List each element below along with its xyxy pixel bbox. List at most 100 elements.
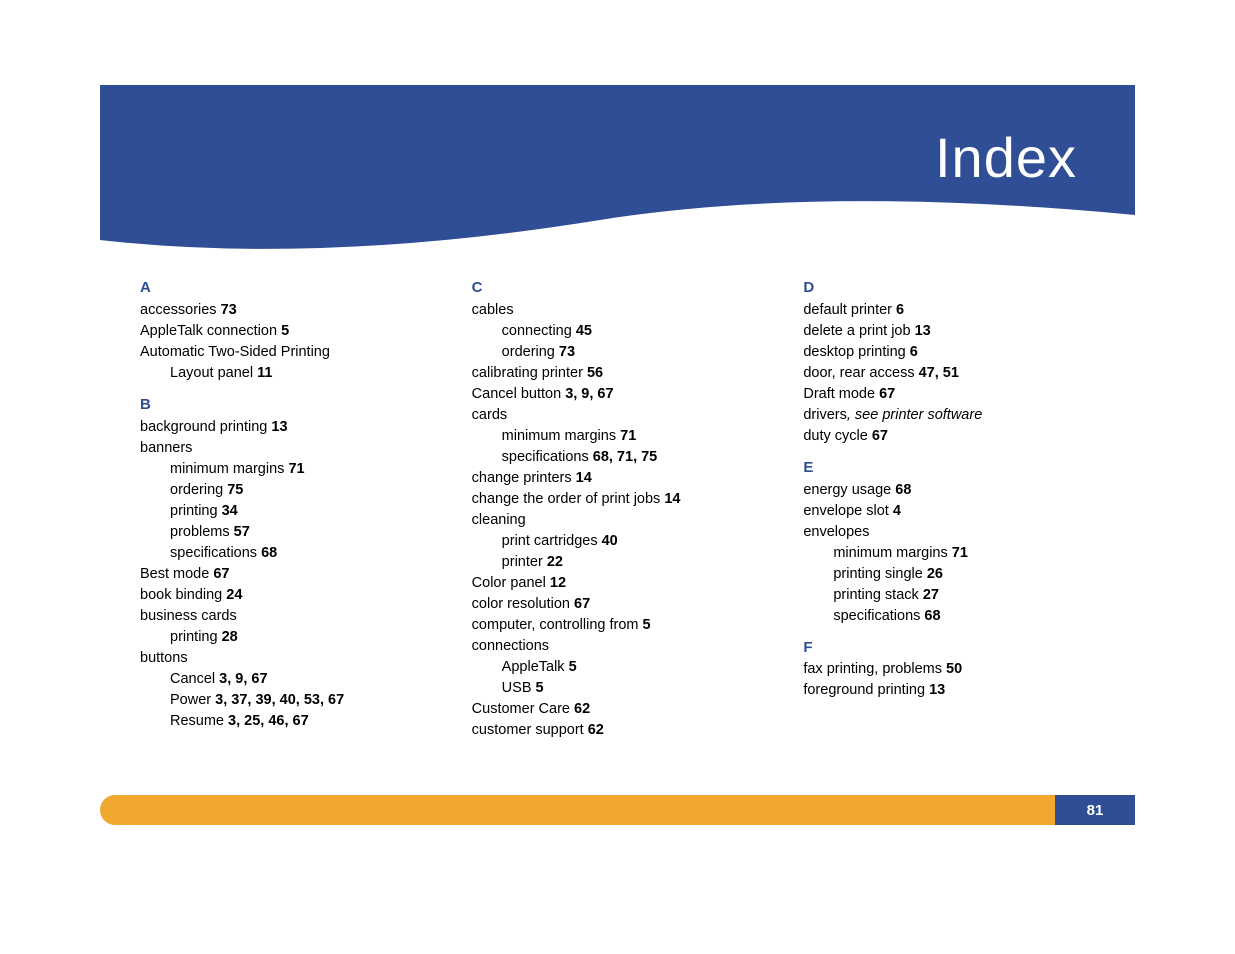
entry-text: computer, controlling from [472,617,639,633]
entry-text: Color panel [472,575,546,591]
entry-text: duty cycle [803,428,867,444]
entry-pages: 22 [547,554,563,570]
entry-text: business cards [140,608,237,624]
index-entry: minimum margins 71 [140,459,432,480]
entry-text: AppleTalk [502,659,565,675]
index-entry: AppleTalk 5 [472,657,764,678]
entry-text: background printing [140,419,267,435]
entry-text: drivers [803,407,847,423]
entry-text: minimum margins [502,428,616,444]
index-entry: Draft mode 67 [803,384,1095,405]
index-entry: energy usage 68 [803,480,1095,501]
entry-text: door, rear access [803,365,914,381]
index-entry: book binding 24 [140,585,432,606]
entry-text: buttons [140,650,188,666]
index-entry: Best mode 67 [140,564,432,585]
entry-text: energy usage [803,482,891,498]
entry-pages: 75 [227,482,243,498]
entry-pages: 68 [261,545,277,561]
entry-pages: 24 [226,587,242,603]
index-entry: USB 5 [472,678,764,699]
page-wrap: Index Aaccessories 73AppleTalk connectio… [100,85,1135,761]
index-entry: Cancel button 3, 9, 67 [472,384,764,405]
entry-text: printer [502,554,543,570]
entry-pages: 5 [536,680,544,696]
entry-text: book binding [140,587,222,603]
page-number-box: 81 [1055,795,1135,825]
entry-pages: 27 [923,587,939,603]
entry-pages: 67 [872,428,888,444]
index-entry: change the order of print jobs 14 [472,489,764,510]
entry-text: cables [472,302,514,318]
footer-bar: 81 [100,795,1135,825]
index-entry: cleaning [472,510,764,531]
entry-italic-note: , see printer software [847,407,982,423]
index-entry: change printers 14 [472,468,764,489]
entry-text: banners [140,440,192,456]
section-letter-f: F [803,637,1095,659]
section-letter-c: C [472,277,764,299]
index-entry: fax printing, problems 50 [803,659,1095,680]
entry-text: foreground printing [803,682,925,698]
entry-pages: 13 [271,419,287,435]
column-1: Aaccessories 73AppleTalk connection 5Aut… [140,277,432,741]
index-entry: ordering 73 [472,342,764,363]
entry-pages: 68 [895,482,911,498]
entry-pages: 50 [946,661,962,677]
entry-pages: 40 [602,533,618,549]
section-letter-b: B [140,394,432,416]
entry-text: Draft mode [803,386,875,402]
index-entry: Power 3, 37, 39, 40, 53, 67 [140,690,432,711]
entry-text: desktop printing [803,344,905,360]
index-entry: Cancel 3, 9, 67 [140,669,432,690]
index-entry: AppleTalk connection 5 [140,321,432,342]
entry-text: problems [170,524,230,540]
index-entry: duty cycle 67 [803,426,1095,447]
entry-pages: 62 [574,701,590,717]
entry-pages: 5 [569,659,577,675]
entry-text: Cancel button [472,386,561,402]
entry-text: change the order of print jobs [472,491,661,507]
entry-text: Automatic Two-Sided Printing [140,344,330,360]
entry-pages: 57 [234,524,250,540]
index-entry: color resolution 67 [472,594,764,615]
entry-pages: 26 [927,566,943,582]
entry-text: minimum margins [833,545,947,561]
index-entry: envelopes [803,522,1095,543]
entry-pages: 62 [588,722,604,738]
entry-text: accessories [140,302,217,318]
index-entry: envelope slot 4 [803,501,1095,522]
entry-text: envelopes [803,524,869,540]
page-title: Index [935,125,1077,190]
entry-pages: 3, 37, 39, 40, 53, 67 [215,692,344,708]
index-entry: background printing 13 [140,417,432,438]
entry-text: Layout panel [170,365,253,381]
index-columns: Aaccessories 73AppleTalk connection 5Aut… [100,265,1135,761]
index-entry: printer 22 [472,552,764,573]
entry-pages: 6 [896,302,904,318]
page-number: 81 [1087,802,1104,819]
index-entry: minimum margins 71 [472,426,764,447]
index-entry: printing single 26 [803,564,1095,585]
index-entry: printing stack 27 [803,585,1095,606]
entry-pages: 67 [574,596,590,612]
entry-pages: 71 [288,461,304,477]
entry-text: printing [170,629,218,645]
entry-text: USB [502,680,532,696]
entry-text: specifications [502,449,589,465]
entry-pages: 5 [281,323,289,339]
index-entry: Customer Care 62 [472,699,764,720]
entry-text: cleaning [472,512,526,528]
entry-text: cards [472,407,507,423]
entry-text: Resume [170,713,224,729]
entry-text: default printer [803,302,892,318]
entry-text: connecting [502,323,572,339]
index-entry: Resume 3, 25, 46, 67 [140,711,432,732]
section-letter-e: E [803,457,1095,479]
entry-pages: 12 [550,575,566,591]
entry-text: minimum margins [170,461,284,477]
index-entry: desktop printing 6 [803,342,1095,363]
index-entry: customer support 62 [472,720,764,741]
index-entry: print cartridges 40 [472,531,764,552]
entry-pages: 4 [893,503,901,519]
